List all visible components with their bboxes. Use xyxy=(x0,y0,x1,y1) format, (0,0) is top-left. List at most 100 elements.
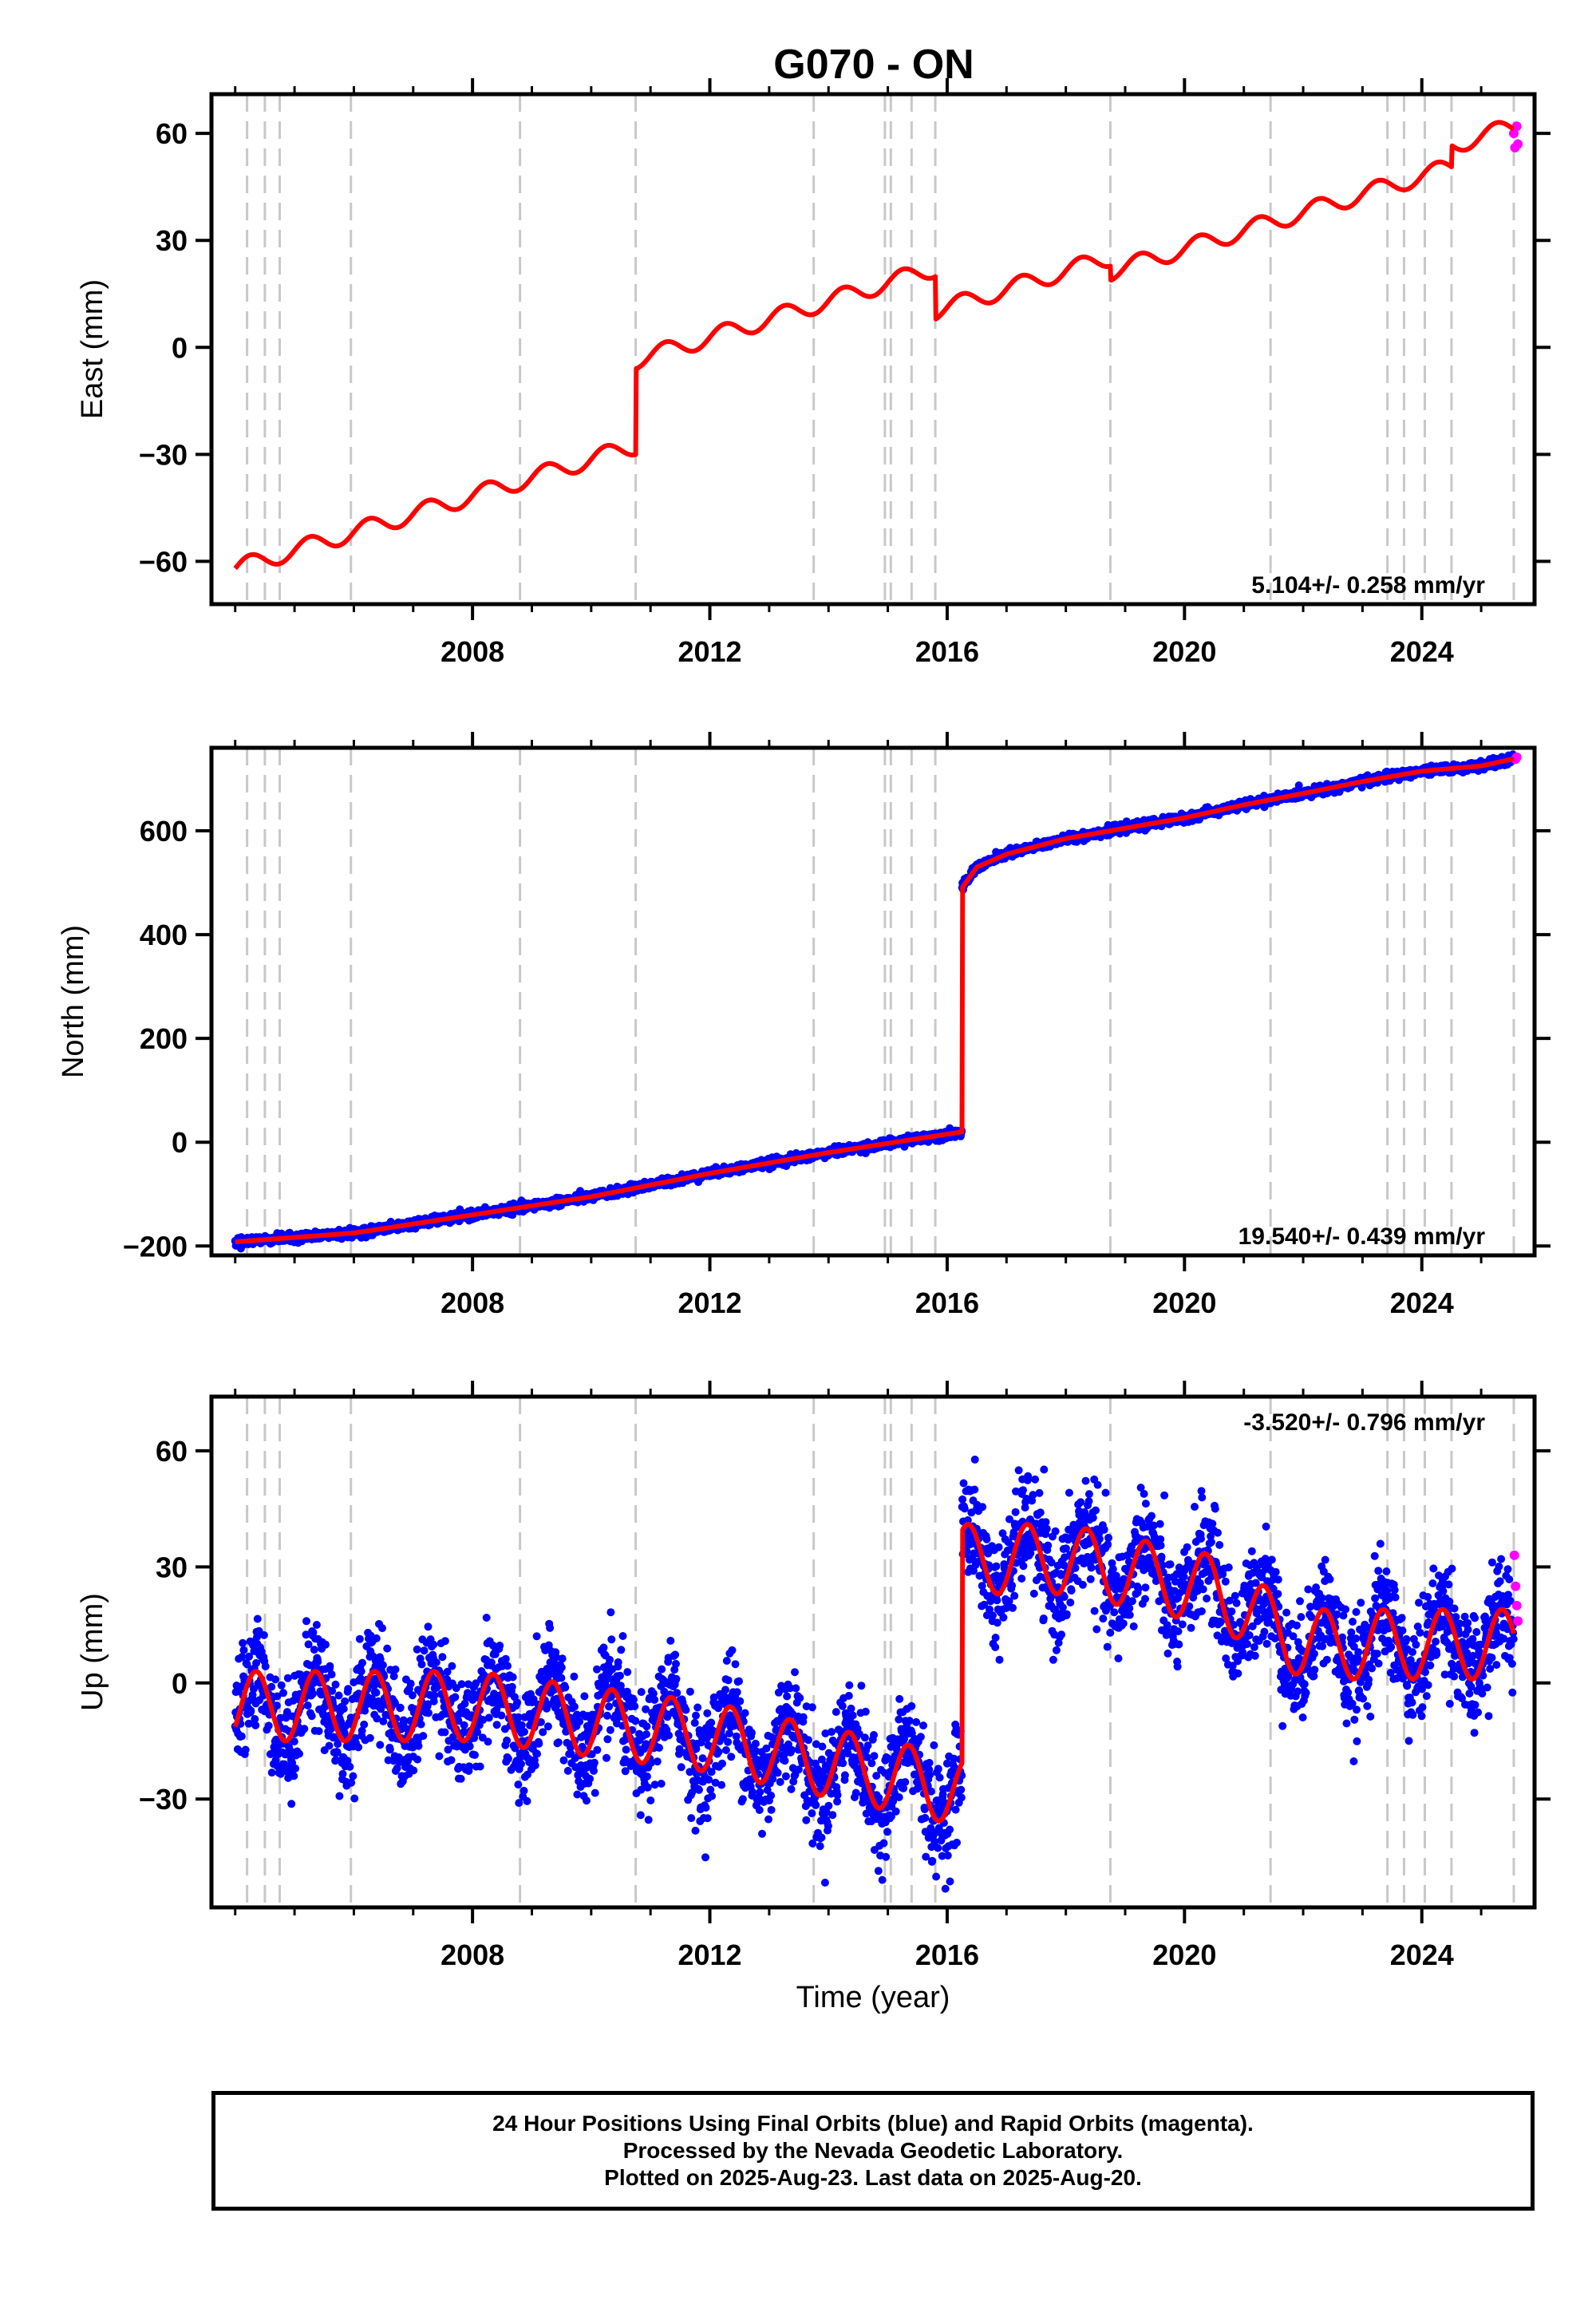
east-data-point xyxy=(908,0,916,4)
east-data-point xyxy=(1120,0,1128,4)
east-data-point xyxy=(892,0,900,4)
east-data-point xyxy=(1334,0,1342,4)
east-data-point xyxy=(780,0,788,4)
east-data-point xyxy=(860,0,868,4)
east-data-point xyxy=(387,0,395,4)
east-data-point xyxy=(1438,0,1446,4)
east-data-point xyxy=(581,0,589,4)
east-data-point xyxy=(1337,0,1345,4)
east-data-point xyxy=(1270,0,1278,4)
east-data-point xyxy=(416,0,424,4)
east-data-point xyxy=(468,0,476,4)
east-data-point xyxy=(591,0,598,4)
east-data-point xyxy=(1274,0,1282,4)
east-data-point xyxy=(664,0,672,4)
east-data-point xyxy=(420,0,428,4)
east-data-point xyxy=(1420,0,1428,4)
east-data-point xyxy=(1499,0,1507,4)
east-data-point xyxy=(597,0,605,4)
east-data-point xyxy=(606,0,614,4)
east-data-point xyxy=(474,0,482,4)
east-data-point xyxy=(1424,0,1432,4)
east-data-point xyxy=(833,0,841,4)
east-data-point xyxy=(998,0,1006,4)
east-data-point xyxy=(559,0,567,4)
east-data-point xyxy=(239,0,247,4)
east-data-point xyxy=(1283,0,1291,4)
east-data-point xyxy=(550,0,558,4)
east-data-point xyxy=(707,0,715,4)
east-data-point xyxy=(863,0,871,4)
east-data-point xyxy=(946,0,954,4)
east-data-point xyxy=(1037,0,1045,4)
east-data-point xyxy=(902,0,910,4)
east-data-point xyxy=(690,0,698,4)
east-data-point xyxy=(257,0,265,4)
east-data-point xyxy=(964,0,972,4)
east-data-point xyxy=(311,0,319,4)
east-data-point xyxy=(918,0,926,4)
east-data-point xyxy=(609,0,617,4)
east-data-point xyxy=(1069,0,1077,4)
east-data-point xyxy=(1300,0,1308,4)
east-data-point xyxy=(791,0,799,4)
east-data-point xyxy=(306,0,314,4)
east-data-point xyxy=(1105,0,1113,4)
east-data-point xyxy=(704,0,712,4)
east-data-point xyxy=(1297,0,1305,4)
east-data-point xyxy=(1434,0,1442,4)
east-data-point xyxy=(1369,0,1377,4)
east-data-point xyxy=(570,0,578,4)
east-data-point xyxy=(1178,0,1186,4)
east-data-point xyxy=(676,0,684,4)
east-data-point xyxy=(1266,0,1274,4)
east-data-point xyxy=(1288,0,1296,4)
east-data-point xyxy=(1378,0,1386,4)
east-data-point xyxy=(342,0,350,4)
east-data-point xyxy=(305,0,313,4)
east-data-point xyxy=(451,0,459,4)
east-data-point xyxy=(1477,0,1485,4)
east-data-point xyxy=(527,0,535,4)
east-data-point xyxy=(1214,0,1222,4)
east-data-point xyxy=(674,0,682,4)
east-data-point xyxy=(820,0,828,4)
east-data-point xyxy=(1269,0,1277,4)
east-data-point xyxy=(1031,0,1039,4)
east-data-point xyxy=(1386,0,1394,4)
east-data-point xyxy=(977,0,985,4)
east-data-point xyxy=(967,0,975,4)
east-data-point xyxy=(899,0,907,4)
east-data-point xyxy=(1254,0,1262,4)
east-data-point xyxy=(1032,0,1040,4)
east-data-point xyxy=(943,0,951,4)
east-data-point xyxy=(1231,0,1238,4)
east-data-point xyxy=(889,0,897,4)
east-data-point xyxy=(958,0,966,4)
east-data-point xyxy=(624,0,632,4)
east-data-point xyxy=(699,0,707,4)
east-data-point xyxy=(1175,0,1183,4)
east-data-point xyxy=(1310,0,1318,4)
east-data-point xyxy=(1328,0,1336,4)
east-data-point xyxy=(1123,0,1131,4)
east-data-point xyxy=(284,0,292,4)
east-data-point xyxy=(492,0,500,4)
east-data-point xyxy=(789,0,797,4)
east-data-point xyxy=(1054,0,1062,4)
east-data-point xyxy=(296,0,304,4)
east-data-point xyxy=(506,0,514,4)
east-data-point xyxy=(448,0,456,4)
east-data-point xyxy=(1302,0,1310,4)
east-data-point xyxy=(425,0,433,4)
east-data-point xyxy=(397,0,405,4)
east-data-point xyxy=(1397,0,1405,4)
east-data-point xyxy=(793,0,801,4)
east-data-point xyxy=(938,0,946,4)
east-data-point xyxy=(464,0,472,4)
east-data-point xyxy=(483,0,491,4)
east-data-point xyxy=(875,0,883,4)
east-data-point xyxy=(1498,0,1506,4)
east-data-point xyxy=(864,0,872,4)
east-data-point xyxy=(1472,0,1479,4)
